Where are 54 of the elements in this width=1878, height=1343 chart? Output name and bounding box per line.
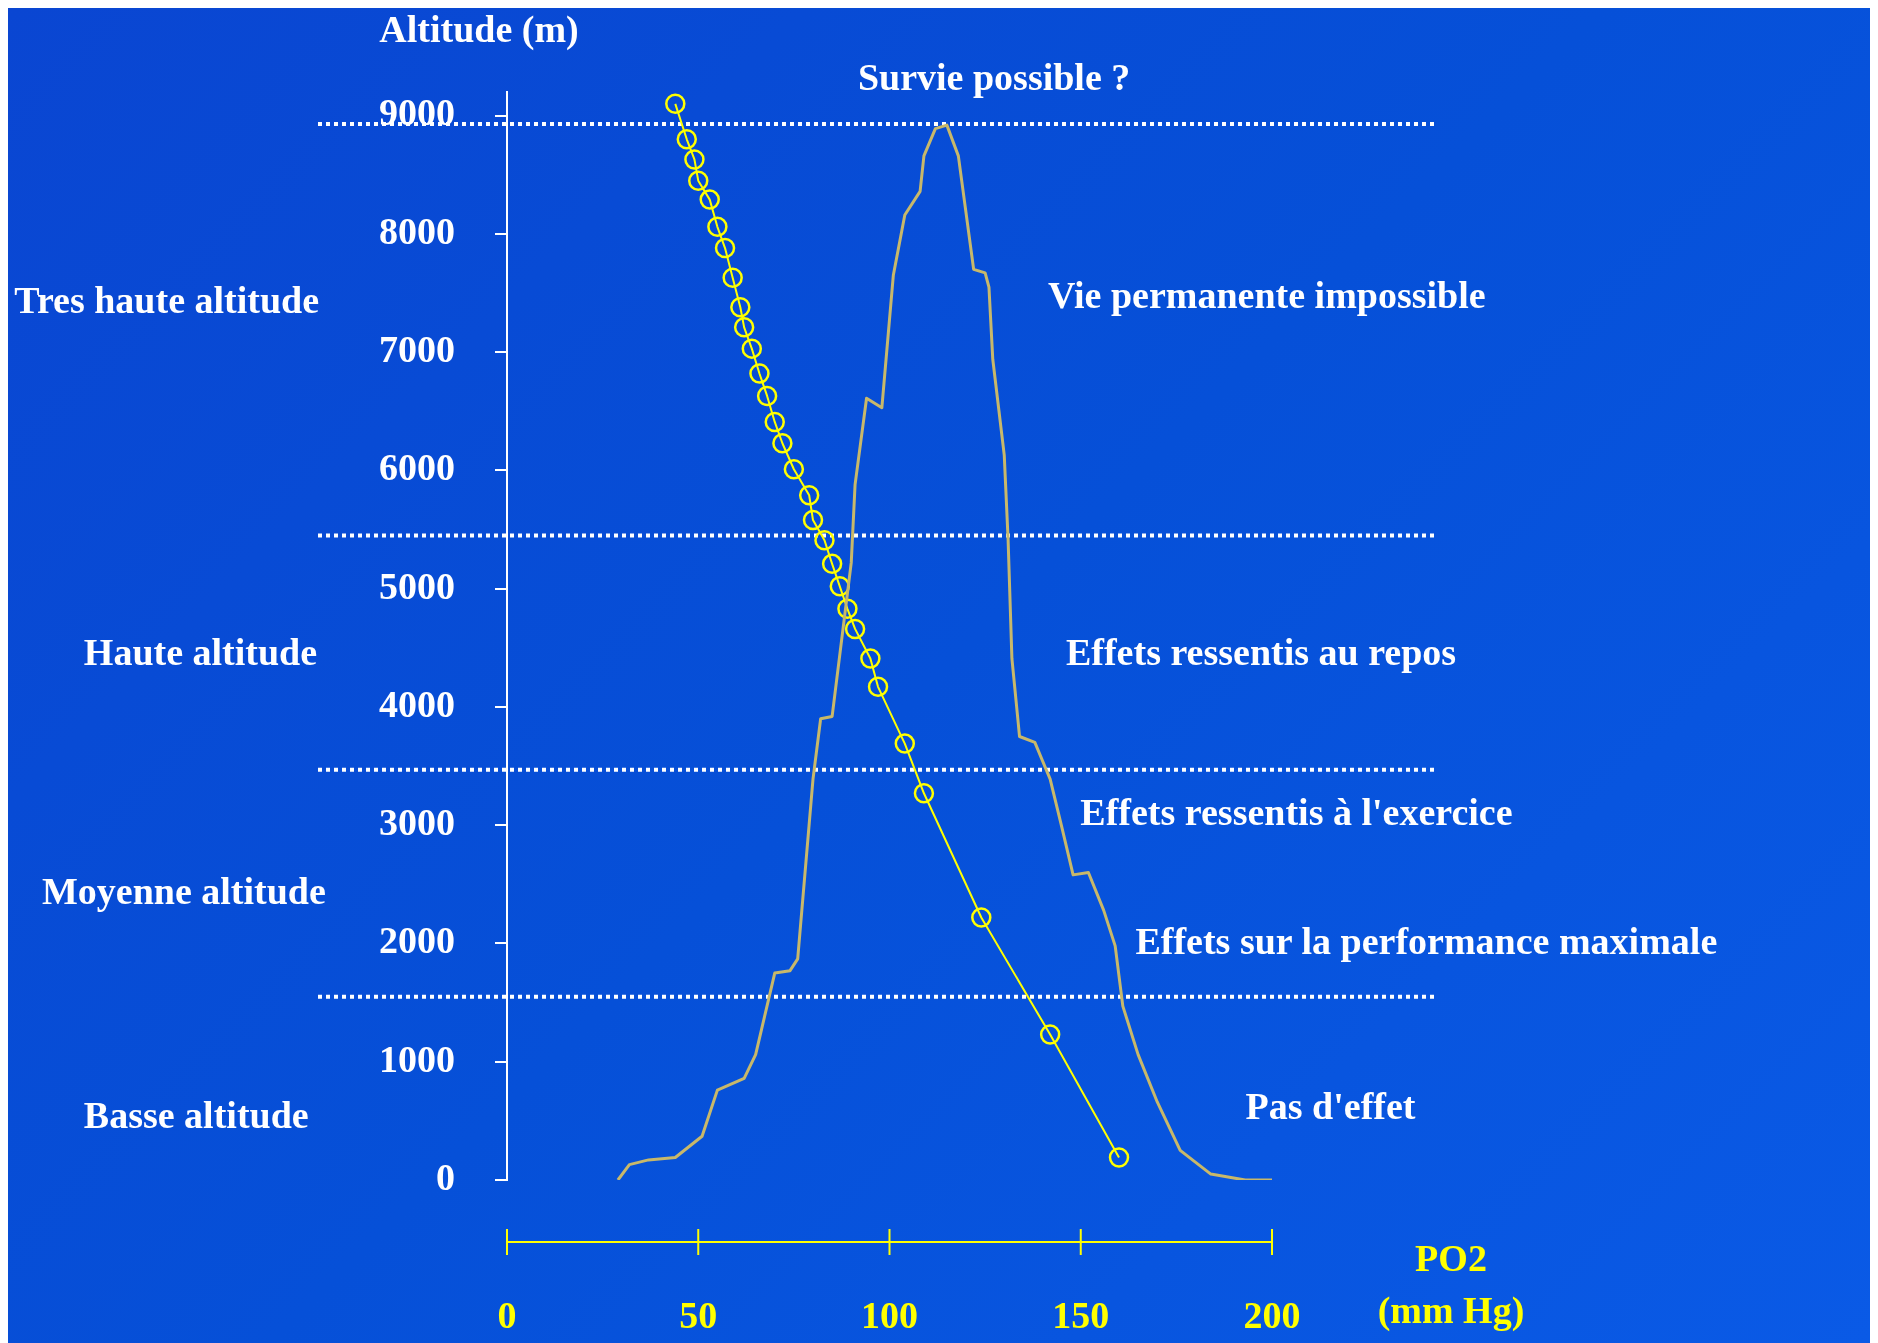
point [699,189,720,210]
y-tick-label: 6000 [379,446,455,489]
point [783,459,805,480]
point [764,411,785,433]
text: Haute altitude [83,629,318,675]
x-axis-title: PO2 (mm Hg) [1377,1236,1525,1332]
point [798,485,820,506]
y-tick-label: 4000 [379,682,455,725]
text: Moyenne altitude [41,869,326,915]
point [860,648,881,669]
y-tick-label: 2000 [379,919,455,962]
point [665,93,686,115]
annotation: Effets ressentis au repos [1065,629,1457,675]
point [867,676,889,698]
y-tick-label: 7000 [379,327,455,370]
point [1039,1024,1061,1045]
y-tick-label: 5000 [379,564,455,607]
y-tick-label: 0 [436,1155,455,1198]
point [749,363,770,384]
point [684,149,705,170]
point [802,509,824,531]
point [730,296,751,318]
y-tick-label: 3000 [379,801,455,844]
point [722,267,743,288]
point [894,733,916,754]
y-tick-label: 1000 [379,1037,455,1080]
point [688,170,709,191]
point [1108,1147,1130,1168]
text: Tres haute altitude [14,277,320,323]
annotation: Pas d'effet [1245,1083,1416,1129]
x-tick-label: 50 [679,1293,718,1336]
x-tick-label: 150 [1052,1293,1110,1336]
annotation: Effets sur la performance maximale [1135,918,1718,964]
annotation: Vie permanente impossible [1047,273,1486,318]
point [913,783,935,804]
point [772,432,793,454]
point [821,553,843,575]
point [756,385,778,407]
y-tick-label: 8000 [379,209,455,252]
x-tick-label: 200 [1243,1293,1301,1336]
x-tick-label: 0 [497,1293,517,1336]
annotation: Effets ressentis à l'exercice [1080,790,1513,836]
point [844,618,866,640]
point [707,216,728,238]
point [814,529,835,551]
point [971,907,992,928]
y-axis-title: Altitude (m) [379,7,579,51]
annotation: Survie possible ? [857,55,1131,101]
point [714,237,736,259]
point [676,129,698,150]
text: Basse altitude [83,1093,309,1139]
point [741,338,763,359]
x-tick-label: 100 [861,1293,918,1336]
point [733,317,755,338]
